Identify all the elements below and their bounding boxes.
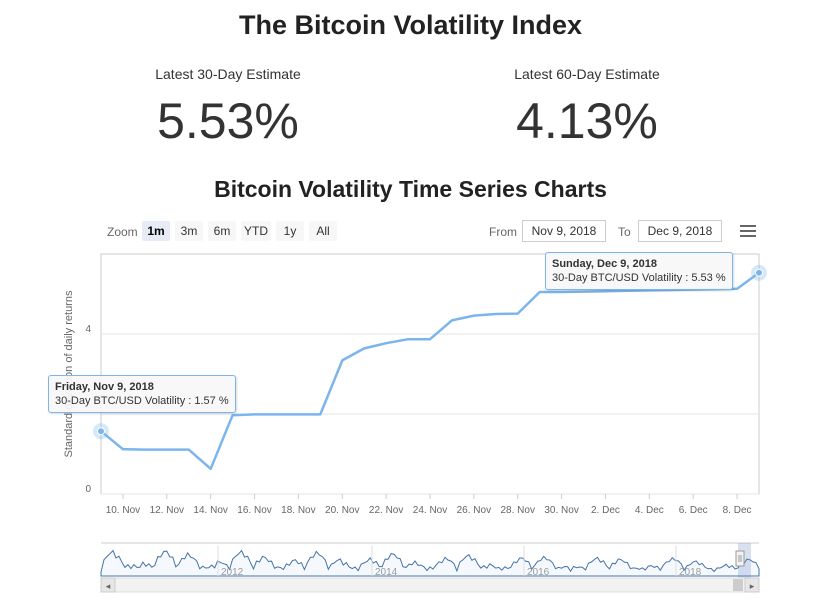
- x-tick-label: 30. Nov: [544, 505, 578, 516]
- x-tick-label: 12. Nov: [150, 505, 184, 516]
- x-tick-label: 16. Nov: [237, 505, 271, 516]
- zoom-1y-button[interactable]: 1y: [276, 221, 304, 241]
- scroll-right-button[interactable]: [744, 577, 760, 593]
- data-point-marker[interactable]: [97, 427, 105, 436]
- x-tick-label: 8. Dec: [723, 505, 752, 516]
- x-tick-label: 4. Dec: [635, 505, 664, 516]
- range-from-input[interactable]: [522, 220, 606, 242]
- zoom-ytd-button[interactable]: YTD: [241, 221, 271, 241]
- data-point-marker[interactable]: [755, 268, 763, 277]
- navigator-series-line: [100, 549, 760, 577]
- section-title: Bitcoin Volatility Time Series Charts: [214, 176, 607, 202]
- estimate-30d-value: 5.53%: [157, 93, 299, 149]
- x-tick-label: 18. Nov: [281, 505, 315, 516]
- y-tick-label: 4: [85, 324, 91, 335]
- zoom-1m-button[interactable]: 1m: [142, 221, 170, 241]
- navigator-year-label: 2014: [375, 567, 398, 578]
- zoom-all-button[interactable]: All: [309, 221, 337, 241]
- tooltip-start-date: Friday, Nov 9, 2018: [55, 381, 154, 393]
- chevron-right-icon: ▸: [750, 581, 755, 591]
- x-tick-label: 2. Dec: [591, 505, 620, 516]
- estimate-30d-label: Latest 30-Day Estimate: [155, 66, 301, 82]
- x-tick-label: 22. Nov: [369, 505, 403, 516]
- x-tick-label: 26. Nov: [457, 505, 491, 516]
- tooltip-start-text: 30-Day BTC/USD Volatility : 1.57 %: [55, 395, 229, 407]
- estimate-60d-value: 4.13%: [516, 93, 658, 149]
- navigator-handle[interactable]: [735, 550, 745, 567]
- navigator-year-label: 2016: [527, 567, 550, 578]
- navigator[interactable]: 2012 2014 2016 2018 ◂ ▸: [100, 542, 760, 593]
- range-to-label: To: [618, 225, 631, 239]
- estimate-60d-label: Latest 60-Day Estimate: [514, 66, 660, 82]
- x-tick-label: 6. Dec: [679, 505, 708, 516]
- range-to-input[interactable]: [638, 220, 722, 242]
- navigator-scrollbar[interactable]: [100, 577, 760, 593]
- tooltip-end: Sunday, Dec 9, 2018 30-Day BTC/USD Volat…: [545, 252, 733, 290]
- x-tick-label: 20. Nov: [325, 505, 359, 516]
- navigator-year-label: 2012: [221, 567, 244, 578]
- x-tick-label: 10. Nov: [106, 505, 140, 516]
- y-axis-label: Standard deviation of daily returns: [63, 290, 75, 457]
- navigator-year-label: 2018: [679, 567, 702, 578]
- page-title: The Bitcoin Volatility Index: [238, 10, 583, 40]
- zoom-6m-button[interactable]: 6m: [208, 221, 236, 241]
- scrollbar-thumb[interactable]: [733, 579, 743, 591]
- tooltip-end-text: 30-Day BTC/USD Volatility : 5.53 %: [552, 272, 726, 284]
- x-tick-label: 28. Nov: [500, 505, 534, 516]
- zoom-3m-button[interactable]: 3m: [175, 221, 203, 241]
- tooltip-start: Friday, Nov 9, 2018 30-Day BTC/USD Volat…: [48, 375, 236, 413]
- y-tick-label: 0: [85, 484, 91, 495]
- hamburger-menu-icon[interactable]: [740, 225, 756, 239]
- chevron-left-icon: ◂: [106, 581, 111, 591]
- scroll-left-button[interactable]: [100, 577, 116, 593]
- tooltip-end-date: Sunday, Dec 9, 2018: [552, 258, 657, 270]
- zoom-label: Zoom: [107, 225, 138, 239]
- series-line-30d-volatility: [100, 271, 760, 471]
- x-tick-label: 24. Nov: [413, 505, 447, 516]
- range-from-label: From: [489, 225, 517, 239]
- x-tick-label: 14. Nov: [193, 505, 227, 516]
